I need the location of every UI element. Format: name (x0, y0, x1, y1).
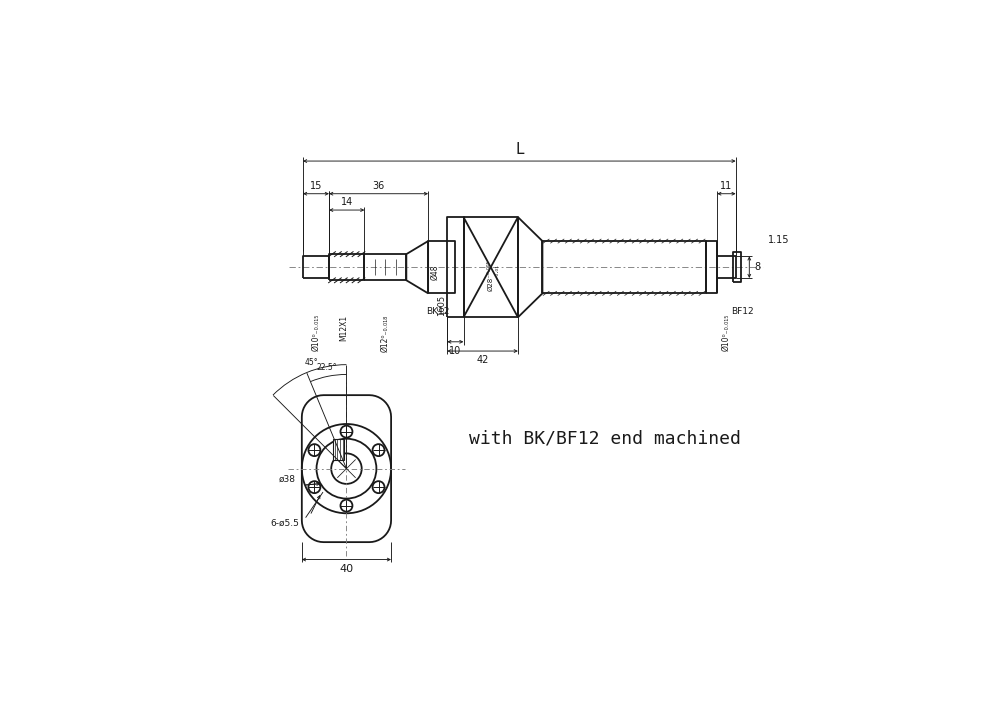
Text: 15: 15 (310, 180, 322, 191)
Text: Ø48: Ø48 (430, 265, 439, 281)
Text: L: L (515, 141, 524, 156)
Text: 36: 36 (372, 180, 385, 191)
Text: 10: 10 (449, 346, 461, 356)
Text: 14: 14 (341, 197, 353, 207)
Text: 8: 8 (754, 262, 761, 272)
Text: BK12: BK12 (426, 307, 449, 316)
Text: Ø10⁰₋₀.₀₁₅: Ø10⁰₋₀.₀₁₅ (722, 313, 731, 351)
Text: M12X1: M12X1 (340, 315, 349, 341)
Text: 22.5°: 22.5° (317, 363, 338, 372)
Text: 1605: 1605 (437, 294, 446, 315)
Text: Ø10⁰₋₀.₀₁₅: Ø10⁰₋₀.₀₁₅ (311, 313, 320, 351)
Text: Ø28⁻⁰·⁰⁰⁵
   ₋₀.₀₁: Ø28⁻⁰·⁰⁰⁵ ₋₀.₀₁ (487, 259, 500, 291)
Text: 6-ø5.5: 6-ø5.5 (270, 518, 299, 527)
Text: ø38: ø38 (279, 475, 296, 484)
Text: 42: 42 (476, 355, 489, 365)
Text: 1.15: 1.15 (768, 235, 790, 245)
Text: BF12: BF12 (731, 307, 753, 316)
Polygon shape (333, 440, 344, 460)
Text: Ø12⁰₋₀.₀₁₈: Ø12⁰₋₀.₀₁₈ (381, 315, 390, 352)
Text: 45°: 45° (304, 358, 318, 366)
Text: 40: 40 (339, 564, 354, 574)
Text: with BK/BF12 end machined: with BK/BF12 end machined (469, 430, 741, 448)
Text: 11: 11 (720, 180, 733, 191)
